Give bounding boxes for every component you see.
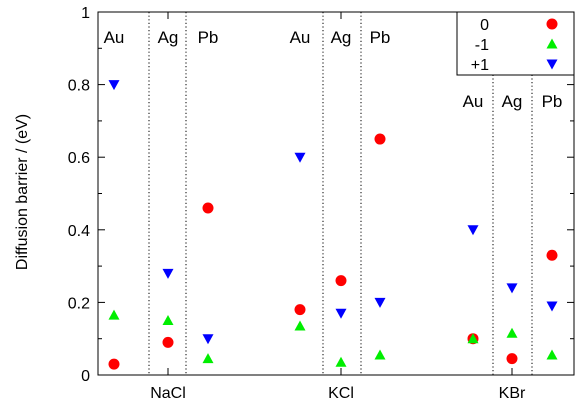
data-point	[202, 353, 214, 364]
data-point	[162, 336, 174, 348]
data-point	[108, 80, 120, 91]
data-point	[294, 304, 306, 316]
legend-label: -1	[475, 37, 489, 54]
metal-label: Pb	[198, 28, 219, 47]
data-point	[374, 349, 386, 360]
x-tick-label: KCl	[328, 385, 354, 402]
legend-marker	[546, 18, 558, 30]
data-point	[546, 349, 558, 360]
metal-label: Ag	[331, 28, 352, 47]
y-tick-label: 0.6	[68, 150, 90, 167]
data-point	[108, 358, 120, 370]
x-tick-label: KBr	[499, 385, 526, 402]
data-point	[374, 133, 386, 145]
data-point	[506, 353, 518, 365]
data-point	[467, 333, 479, 344]
metal-label: Ag	[502, 92, 523, 111]
metal-label: Pb	[370, 28, 391, 47]
data-point	[294, 320, 306, 331]
metal-label: Ag	[158, 28, 179, 47]
y-tick-label: 1	[81, 5, 90, 22]
metal-labels: Au Ag Pb Au Ag Pb Au Ag Pb	[104, 28, 563, 111]
data-point	[335, 356, 347, 367]
data-point	[546, 301, 558, 312]
data-point	[467, 225, 479, 236]
y-axis-title: Diffusion barrier / (eV)	[14, 114, 31, 270]
x-tick-label: NaCl	[150, 385, 186, 402]
data-point	[108, 309, 120, 320]
y-tick-label: 0.8	[68, 78, 90, 95]
metal-label: Au	[463, 92, 484, 111]
metal-separator-lines	[148, 12, 533, 375]
legend-marker	[546, 59, 558, 70]
legend-label: 0	[480, 17, 489, 34]
data-point	[162, 315, 174, 326]
y-tick-label: 0	[81, 368, 90, 385]
data-point	[546, 249, 558, 261]
y-tick-label: 0.2	[68, 295, 90, 312]
legend: 0 -1 +1	[456, 11, 575, 76]
y-tick-label: 0.4	[68, 223, 90, 240]
axes: NaCl KCl KBr 0 0.2 0.4 0.6 0.8 1	[68, 5, 575, 402]
metal-label: Pb	[542, 92, 563, 111]
metal-label: Au	[290, 28, 311, 47]
data-point	[374, 297, 386, 308]
metal-label: Au	[104, 28, 125, 47]
data-point	[506, 283, 518, 294]
data-point	[294, 152, 306, 163]
data-points	[108, 80, 558, 370]
data-point	[202, 202, 214, 214]
data-point	[335, 275, 347, 287]
data-point	[162, 268, 174, 279]
data-point	[335, 308, 347, 319]
legend-label: +1	[471, 57, 489, 74]
data-point	[202, 334, 214, 345]
data-point	[506, 327, 518, 338]
legend-marker	[546, 38, 558, 49]
